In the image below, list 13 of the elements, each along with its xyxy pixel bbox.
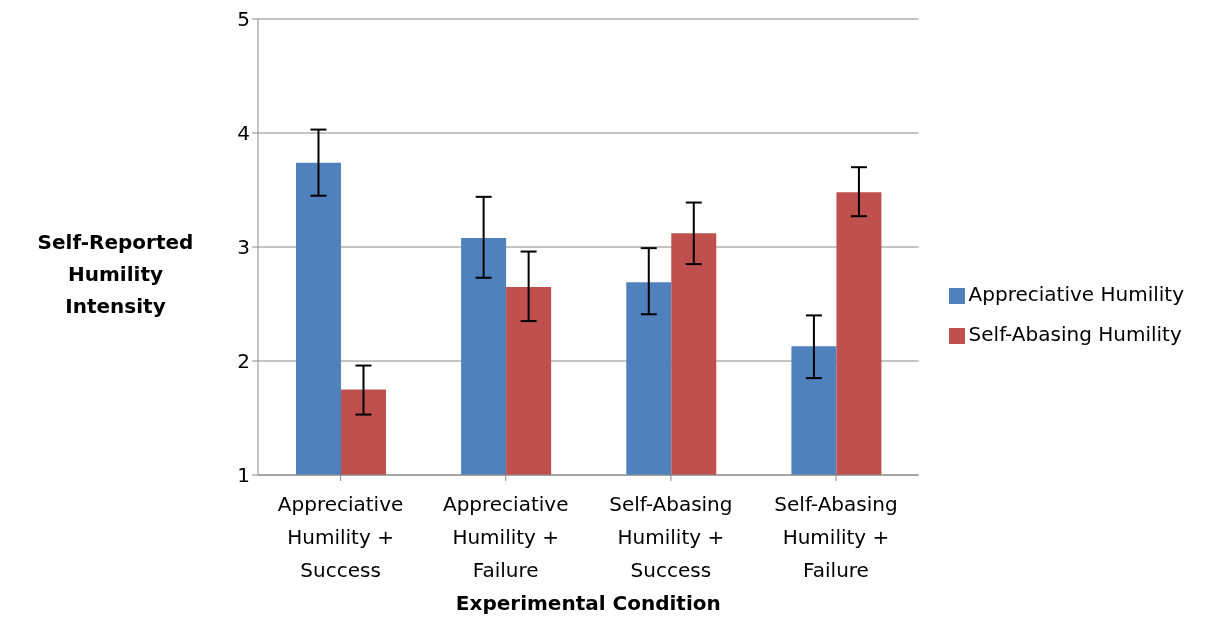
y-tick-label: 2 — [237, 349, 250, 374]
x-tick-label: Appreciative Humility + Failure — [442, 492, 569, 582]
legend-label: Appreciative Humility — [968, 282, 1184, 306]
x-axis-title: Experimental Condition — [455, 591, 721, 615]
y-tick-label: 3 — [237, 235, 250, 260]
x-tick-label: Self-Abasing Humility + Success — [609, 492, 733, 582]
y-axis-title: Self-Reported Humility Intensity — [36, 229, 195, 320]
y-tick-label: 5 — [237, 7, 250, 32]
x-tick-label: Appreciative Humility + Success — [277, 492, 404, 582]
y-tick-label: 1 — [237, 463, 250, 488]
y-tick-label: 4 — [237, 121, 250, 146]
x-tick-label: Self-Abasing Humility + Failure — [774, 492, 898, 582]
legend-label: Self-Abasing Humility — [968, 322, 1182, 346]
